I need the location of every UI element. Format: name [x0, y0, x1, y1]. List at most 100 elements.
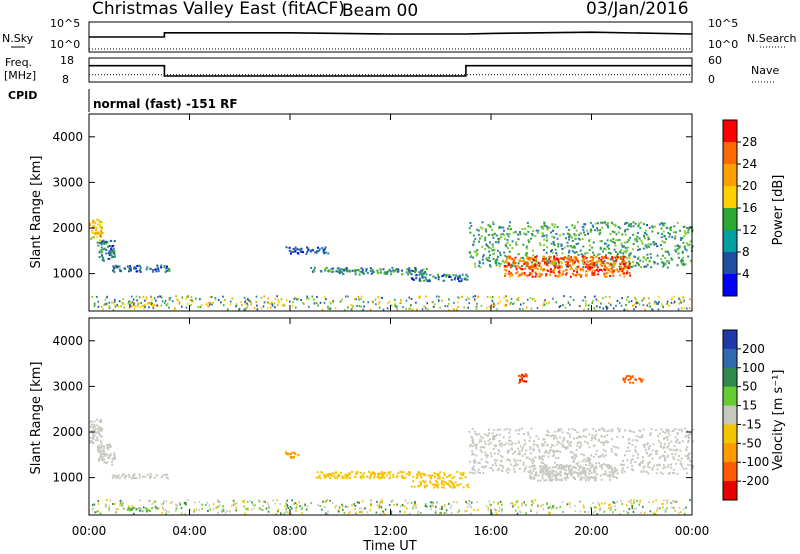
scatter-cell [585, 479, 587, 482]
scatter-cell [517, 433, 520, 435]
x-axis: 00:00 04:00 08:00 12:00 16:00 20:00 00:00 [72, 114, 709, 538]
scatter-cell [552, 454, 555, 457]
scatter-cell [554, 470, 557, 473]
scatter-cell [660, 244, 662, 246]
scatter-cell [639, 499, 641, 502]
scatter-cell [655, 512, 657, 515]
scatter-cell [656, 464, 658, 467]
scatter-cell [575, 273, 578, 276]
scatter-cell [425, 268, 428, 271]
scatter-cell [651, 468, 654, 471]
scatter-cell [480, 458, 483, 461]
scatter-cell [558, 272, 561, 275]
scatter-cell [528, 267, 531, 270]
scatter-cell [92, 434, 95, 437]
scatter-cell [531, 457, 534, 460]
scatter-cell [643, 235, 646, 238]
scatter-cell [96, 510, 98, 513]
scatter-cell [194, 501, 196, 504]
scatter-cell [631, 464, 634, 467]
scatter-cell [168, 297, 170, 300]
scatter-cell [246, 507, 248, 510]
scatter-cell [522, 243, 525, 246]
scatter-cell [566, 272, 569, 275]
scatter-cell [652, 226, 655, 229]
scatter-cell [103, 450, 106, 453]
scatter-cell [547, 506, 550, 509]
scatter-cell [424, 503, 427, 506]
scatter-cell [577, 468, 580, 471]
scatter-cell [605, 261, 608, 264]
scatter-cell [499, 263, 502, 265]
scatter-cell [354, 269, 357, 272]
scatter-cell [544, 473, 547, 476]
scatter-cell [291, 499, 293, 502]
scatter-cell [110, 245, 113, 248]
scatter-cell [523, 262, 526, 265]
date-label: 03/Jan/2016 [586, 0, 689, 19]
scatter-cell [114, 298, 116, 301]
scatter-cell [542, 503, 544, 506]
scatter-cell [604, 435, 606, 438]
scatter-cell [546, 429, 549, 432]
scatter-cell [572, 452, 575, 455]
scatter-cell [631, 469, 634, 472]
scatter-cell [144, 306, 146, 308]
scatter-cell [663, 455, 666, 458]
scatter-cell [471, 445, 474, 448]
scatter-cell [139, 306, 141, 309]
scatter-cell [399, 301, 402, 304]
scatter-cell [383, 476, 386, 479]
scatter-cell [601, 255, 603, 258]
scatter-cell [599, 508, 602, 511]
scatter-cell [541, 467, 544, 470]
scatter-cell [492, 253, 495, 255]
scatter-cell [436, 501, 438, 504]
scatter-cell [426, 280, 429, 283]
scatter-cell [657, 302, 659, 305]
scatter-cell [622, 467, 624, 470]
scatter-cell [582, 434, 585, 437]
scatter-cell [684, 263, 687, 266]
scatter-cell [471, 472, 474, 474]
scatter-cell [327, 510, 329, 513]
scatter-cell [154, 500, 157, 503]
scatter-cell [599, 229, 602, 231]
scatter-cell [634, 296, 636, 299]
scatter-cell [566, 440, 569, 443]
scatter-cell [624, 223, 627, 225]
scatter-cell [597, 253, 600, 256]
scatter-cell [276, 499, 279, 502]
scatter-cell [611, 269, 614, 272]
scatter-cell [518, 233, 521, 236]
scatter-cell [587, 264, 590, 266]
scatter-cell [641, 242, 644, 245]
scatter-cell [243, 308, 246, 311]
scatter-cell [687, 463, 690, 466]
scatter-cell [584, 474, 587, 477]
scatter-cell [636, 235, 639, 238]
scatter-cell [680, 300, 682, 303]
scatter-cell [545, 470, 548, 473]
scatter-cell [630, 300, 633, 303]
scatter-cell [437, 474, 440, 477]
scatter-cell [514, 265, 517, 267]
scatter-cell [101, 254, 103, 257]
scatter-cell [105, 240, 108, 243]
scatter-cell [477, 295, 480, 298]
scatter-cell [324, 252, 326, 254]
scatter-cell [466, 275, 469, 278]
scatter-cell [594, 477, 597, 479]
scatter-cell [421, 269, 424, 272]
scatter-cell [155, 299, 157, 302]
scatter-cell [476, 228, 479, 231]
scatter-cell [396, 308, 399, 311]
scatter-cell [429, 475, 432, 477]
scatter-cell [563, 246, 566, 249]
scatter-cell [489, 296, 492, 299]
scatter-cell [610, 506, 612, 509]
scatter-cell [513, 468, 516, 471]
scatter-cell [456, 275, 459, 278]
scatter-cell [584, 223, 587, 226]
scatter-cell [533, 267, 536, 270]
